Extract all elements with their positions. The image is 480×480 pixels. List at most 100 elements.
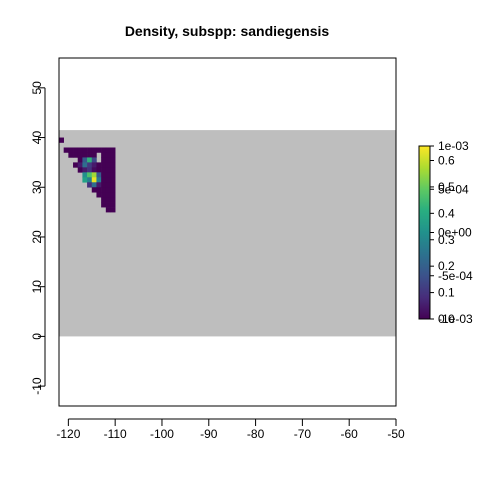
raster-cell [110,202,116,208]
raster-cell [82,147,88,153]
legend-ticks: 1e-03 5e-04 0e+00 -5e-04 -1e-03 0.6 0.5 0.4 0.3 0… [430,139,473,326]
raster-cell [68,152,74,158]
legend-tick-label: 0.1 [438,286,455,300]
raster-cell [91,182,97,188]
x-tick-label: -50 [387,427,405,441]
raster-cell [82,177,88,183]
color-legend: 1e-03 5e-04 0e+00 -5e-04 -1e-03 0.6 0.5 0.4 0.3 0… [418,139,473,326]
legend-tick-label: 0.4 [438,206,455,220]
raster-cell [105,147,111,153]
y-tick-label: 20 [30,230,44,244]
legend-tick-label: 1e-03 [438,139,469,153]
raster-cell [101,157,107,163]
raster-cell [101,192,107,198]
raster-cell [105,152,111,158]
x-tick-label: -90 [200,427,218,441]
raster-cell [91,147,97,153]
raster-cell [87,177,93,183]
raster-cell [110,162,116,168]
raster-cell [77,167,83,173]
raster-cell [101,172,107,178]
raster-cell [82,172,88,178]
raster-cell [96,167,102,173]
x-tick-label: -100 [150,427,174,441]
raster-cell [105,197,111,203]
raster-cell [77,152,83,158]
raster-cell [82,162,88,168]
raster-cell [110,152,116,158]
y-tick-label: 50 [30,81,44,95]
raster-cell [59,137,64,143]
raster-cell [101,147,107,153]
raster-cell [110,192,116,198]
raster-cell [77,157,83,163]
raster-cell [101,187,107,193]
legend-tick-label: 0.2 [438,259,455,273]
raster-cell [101,177,107,183]
raster-cell [91,167,97,173]
raster-cells [59,137,116,213]
legend-tick-label: 0e+00 [438,226,472,240]
x-tick-label: -80 [247,427,265,441]
y-tick-label: 10 [30,280,44,294]
raster-cell [110,182,116,188]
y-tick-label: 40 [30,131,44,145]
plot-frame [58,57,397,407]
raster-cell [105,207,111,213]
raster-cell [105,177,111,183]
raster-cell [96,172,102,178]
raster-cell [87,182,93,188]
raster-cell [87,162,93,168]
y-axis: -10 0 10 20 30 40 50 [30,81,46,395]
raster-cell [101,152,107,158]
raster-cell [105,157,111,163]
raster-cell [101,202,107,208]
legend-tick-label: 0.6 [438,154,455,168]
x-axis: -120 -110 -100 -90 -80 -70 -60 -50 [56,418,405,441]
legend-tick-label: 0.3 [438,233,455,247]
raster-cell [87,172,93,178]
raster-cell [105,182,111,188]
raster-cell [73,147,79,153]
raster-cell [87,152,93,158]
raster-cell [96,187,102,193]
raster-cell [101,167,107,173]
raster-cell [110,157,116,163]
legend-tick-label: 0.5 [438,180,455,194]
raster-cell [68,147,74,153]
raster-cell [87,157,93,163]
legend-colorbar [418,145,431,320]
raster-cell [87,147,93,153]
legend-tick-label: 5e-04 [438,182,469,196]
x-tick-label: -70 [294,427,312,441]
raster-cell [105,162,111,168]
x-tick-label: -110 [104,427,127,441]
raster-cell [101,162,107,168]
raster-cell [82,167,88,173]
raster-cell [96,147,102,153]
y-tick-label: 0 [30,333,44,340]
raster-cell [91,187,97,193]
raster-cell [105,192,111,198]
raster-cell [105,202,111,208]
raster-cell [73,162,79,168]
raster-cell [91,157,97,163]
raster-cell [110,167,116,173]
x-tick-label: -120 [56,427,80,441]
raster-cell [91,172,97,178]
raster-cell [82,157,88,163]
raster-cell [63,147,69,153]
raster-cell [96,177,102,183]
raster-cell [91,152,97,158]
raster-cell [101,197,107,203]
legend-tick-label: -1e-03 [438,312,473,326]
y-tick-label: -10 [30,377,44,395]
chart-title: Density, subspp: sandiegensis [125,23,330,39]
raster-cell [110,197,116,203]
raster-cell [110,172,116,178]
raster-cell [110,207,116,213]
raster-cell [96,182,102,188]
raster-cell [105,187,111,193]
x-tick-label: -60 [341,427,359,441]
